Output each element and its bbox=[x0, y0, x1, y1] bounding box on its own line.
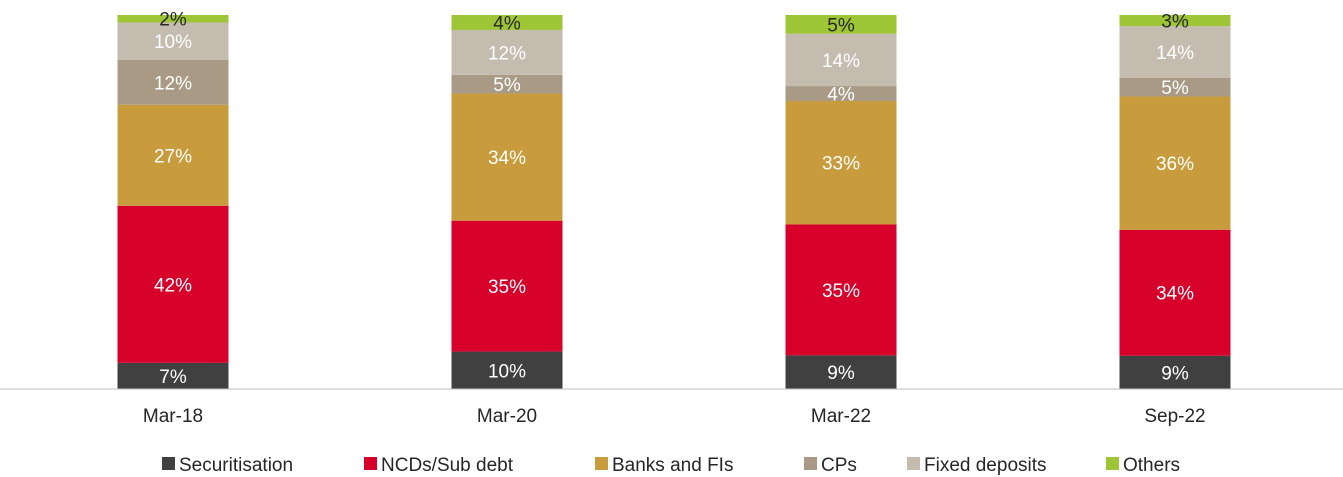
bar-segment bbox=[117, 205, 229, 363]
bars-group: 7%42%27%12%10%2%10%35%34%5%12%4%9%35%33%… bbox=[117, 10, 1231, 389]
legend-item: Fixed deposits bbox=[907, 455, 1047, 476]
data-label: 4% bbox=[827, 85, 855, 106]
data-label: 5% bbox=[493, 75, 521, 96]
data-label: 36% bbox=[1156, 154, 1194, 175]
bar-segment bbox=[117, 15, 229, 23]
bar-segment bbox=[451, 351, 563, 389]
data-label: 33% bbox=[822, 154, 860, 175]
bar-segment bbox=[1119, 96, 1231, 230]
bar-segment bbox=[451, 220, 563, 352]
bar-segment bbox=[785, 86, 897, 102]
data-label: 7% bbox=[159, 367, 187, 388]
bar-segment bbox=[785, 15, 897, 34]
bar-segment bbox=[785, 101, 897, 225]
x-tick-label: Mar-18 bbox=[143, 406, 203, 427]
bar-segment bbox=[785, 33, 897, 87]
bar-stack-mar-22: 9% 35% 33% 4% 14% 5% bbox=[785, 15, 897, 389]
data-label: 35% bbox=[822, 281, 860, 302]
legend-label: Fixed deposits bbox=[924, 455, 1047, 476]
data-label: 10% bbox=[488, 361, 526, 382]
bar-segment bbox=[1119, 229, 1231, 356]
bar-segment bbox=[451, 93, 563, 221]
bar-segment bbox=[451, 74, 563, 94]
legend-item: Others bbox=[1106, 455, 1180, 476]
bar-segment bbox=[1119, 15, 1231, 27]
x-tick-label: Mar-22 bbox=[811, 406, 871, 427]
legend-label: CPs bbox=[821, 455, 857, 476]
x-tick-labels: Mar-18 Mar-20 Mar-22 Sep-22 bbox=[143, 406, 1206, 427]
data-label: 34% bbox=[488, 148, 526, 169]
legend-label: Others bbox=[1123, 455, 1180, 476]
bar-segment bbox=[117, 22, 229, 60]
bar-segment bbox=[1119, 77, 1231, 97]
bar-stack-mar-20: 10% 35% 34% 5% 12% 4% bbox=[451, 13, 563, 389]
data-label: 14% bbox=[1156, 43, 1194, 64]
data-label: 2% bbox=[159, 10, 187, 31]
bar-segment bbox=[1119, 355, 1231, 389]
data-label: 4% bbox=[493, 13, 521, 34]
data-label: 42% bbox=[154, 275, 192, 296]
legend-swatch bbox=[162, 457, 175, 470]
data-label: 9% bbox=[827, 363, 855, 384]
bar-segment bbox=[117, 362, 229, 389]
legend-swatch bbox=[1106, 457, 1119, 470]
data-label: 14% bbox=[822, 51, 860, 72]
legend-label: Securitisation bbox=[179, 455, 293, 476]
legend-item: NCDs/Sub debt bbox=[364, 455, 514, 476]
bar-segment bbox=[785, 224, 897, 356]
bar-segment bbox=[117, 104, 229, 206]
bar-segment bbox=[451, 15, 563, 30]
legend-swatch bbox=[804, 457, 817, 470]
bar-segment bbox=[117, 59, 229, 105]
legend-swatch bbox=[595, 457, 608, 470]
data-label: 27% bbox=[154, 146, 192, 167]
bar-stack-sep-22: 9% 34% 36% 5% 14% 3% bbox=[1119, 12, 1231, 389]
legend-swatch bbox=[364, 457, 377, 470]
bar-segment bbox=[785, 355, 897, 389]
x-tick-label: Sep-22 bbox=[1144, 406, 1205, 427]
data-label: 5% bbox=[827, 15, 855, 36]
bar-stack-mar-18: 7% 42% 27% 12% 10%2% bbox=[117, 10, 229, 389]
legend-item: Securitisation bbox=[162, 455, 293, 476]
bar-segment bbox=[1119, 26, 1231, 78]
legend-swatch bbox=[907, 457, 920, 470]
legend-label: Banks and FIs bbox=[612, 455, 733, 476]
data-label: 10% bbox=[154, 32, 192, 53]
data-label: 9% bbox=[1161, 363, 1189, 384]
data-label: 34% bbox=[1156, 284, 1194, 305]
legend-label: NCDs/Sub debt bbox=[381, 455, 514, 476]
x-tick-label: Mar-20 bbox=[477, 406, 537, 427]
data-label: 35% bbox=[488, 277, 526, 298]
legend-item: CPs bbox=[804, 455, 857, 476]
legend: Securitisation NCDs/Sub debt Banks and FIs… bbox=[162, 455, 1180, 476]
data-label: 5% bbox=[1161, 78, 1189, 99]
data-label: 3% bbox=[1161, 12, 1189, 33]
data-label: 12% bbox=[488, 43, 526, 64]
legend-item: Banks and FIs bbox=[595, 455, 733, 476]
bar-segment bbox=[451, 29, 563, 75]
data-label: 12% bbox=[154, 73, 192, 94]
